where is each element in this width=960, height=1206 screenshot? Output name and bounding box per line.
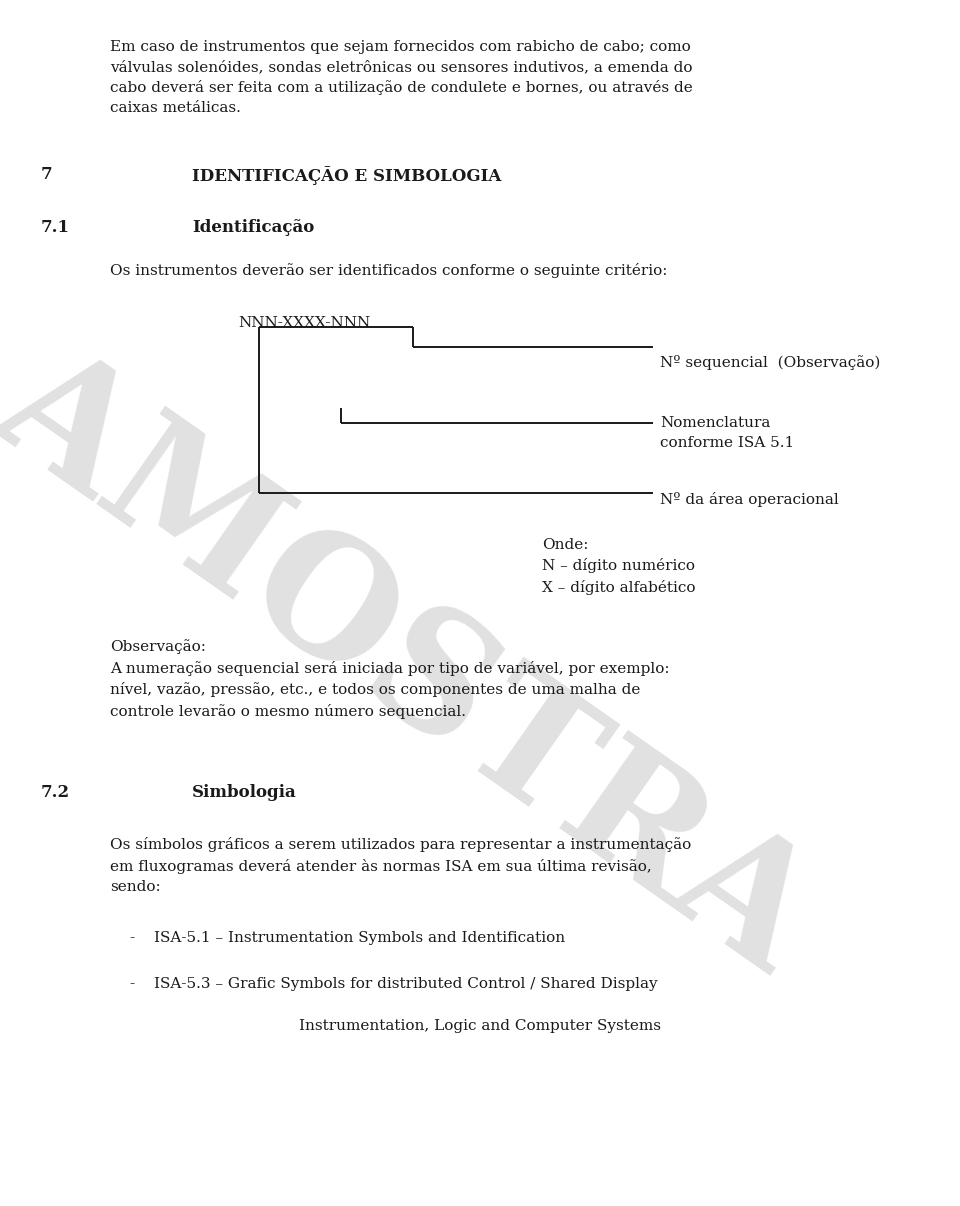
Text: ISA-5.1 – Instrumentation Symbols and Identification: ISA-5.1 – Instrumentation Symbols and Id… xyxy=(154,931,564,946)
Text: ISA-5.3 – Grafic Symbols for distributed Control / Shared Display: ISA-5.3 – Grafic Symbols for distributed… xyxy=(154,977,658,991)
Text: Identificação: Identificação xyxy=(192,219,314,236)
Text: Nº da área operacional: Nº da área operacional xyxy=(660,492,839,507)
Text: 7.2: 7.2 xyxy=(40,784,69,801)
Text: -: - xyxy=(130,977,134,991)
Text: Instrumentation, Logic and Computer Systems: Instrumentation, Logic and Computer Syst… xyxy=(299,1019,661,1034)
Text: Nº sequencial  (Observação): Nº sequencial (Observação) xyxy=(660,355,881,369)
Text: IDENTIFICAÇÃO E SIMBOLOGIA: IDENTIFICAÇÃO E SIMBOLOGIA xyxy=(192,166,501,186)
Text: NNN-XXXX-NNN: NNN-XXXX-NNN xyxy=(238,316,371,330)
Text: Onde:
N – dígito numérico
X – dígito alfabético: Onde: N – dígito numérico X – dígito alf… xyxy=(542,538,696,595)
Text: 7: 7 xyxy=(40,166,52,183)
Text: AMOSTRA: AMOSTRA xyxy=(0,324,840,1002)
Text: Simbologia: Simbologia xyxy=(192,784,297,801)
Text: -: - xyxy=(130,931,134,946)
Text: Os instrumentos deverão ser identificados conforme o seguinte critério:: Os instrumentos deverão ser identificado… xyxy=(110,263,668,277)
Text: Os símbolos gráficos a serem utilizados para representar a instrumentação
em flu: Os símbolos gráficos a serem utilizados … xyxy=(110,837,691,894)
Text: Nomenclatura
conforme ISA 5.1: Nomenclatura conforme ISA 5.1 xyxy=(660,416,795,450)
Text: 7.1: 7.1 xyxy=(40,219,69,236)
Text: Observação:
A numeração sequencial será iniciada por tipo de variável, por exemp: Observação: A numeração sequencial será … xyxy=(110,639,670,719)
Text: Em caso de instrumentos que sejam fornecidos com rabicho de cabo; como
válvulas : Em caso de instrumentos que sejam fornec… xyxy=(110,40,693,116)
